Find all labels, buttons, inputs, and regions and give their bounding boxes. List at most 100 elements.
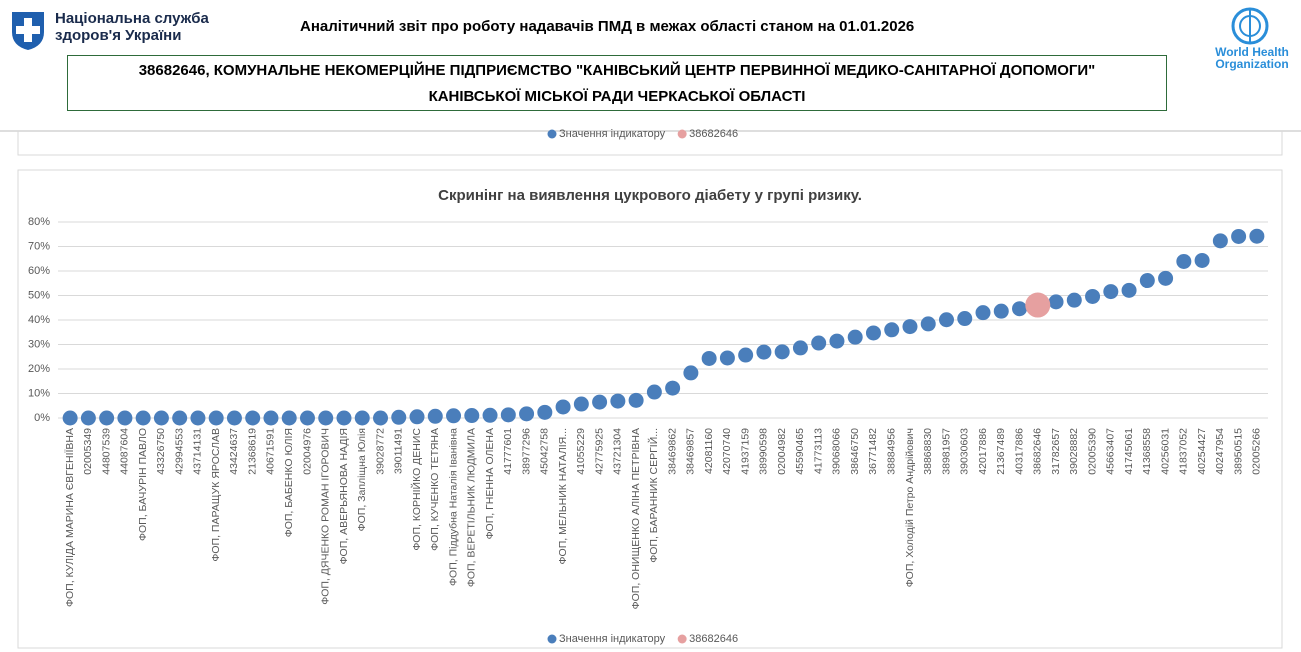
x-tick-label: ФОП, КУЧЕНКО ТЕТЯНА [429, 428, 441, 551]
who-line: World Health [1215, 45, 1289, 59]
point [756, 344, 772, 360]
point [902, 319, 918, 335]
x-tick-label: ФОП, КУЛІДА МАРИНА ЄВГЕНІЇВНА [64, 428, 76, 607]
x-tick-label: 02004976 [301, 428, 313, 475]
legend-marker [677, 634, 687, 644]
x-tick-label: 42775925 [593, 428, 605, 475]
point [865, 325, 881, 341]
x-tick-label: ФОП, АВЕРЬЯНОВА НАДІЯ [338, 428, 350, 564]
org-name-line: Національна служба [55, 10, 209, 27]
x-tick-label: 39028882 [1068, 428, 1080, 475]
y-tick-label: 80% [28, 216, 50, 228]
legend-label: 38682646 [689, 633, 738, 645]
y-tick-label: 20% [28, 363, 50, 375]
point [299, 410, 315, 426]
y-tick-label: 50% [28, 289, 50, 301]
x-tick-label: 02005390 [1086, 428, 1098, 475]
point [80, 410, 96, 426]
x-tick-label: 39068066 [831, 428, 843, 475]
point [1025, 292, 1051, 318]
legend-marker [547, 129, 557, 139]
legend-marker [547, 634, 557, 644]
point [957, 311, 973, 327]
x-tick-label: 45042758 [539, 428, 551, 475]
x-tick-label: 41773113 [812, 428, 824, 474]
x-tick-label: 43721304 [612, 428, 624, 475]
point [245, 410, 261, 426]
point [1121, 282, 1137, 298]
org-name-line: здоров'я України [55, 27, 182, 44]
x-tick-label: 39011491 [393, 428, 405, 474]
point [373, 410, 389, 426]
prev-panel [17, 131, 1283, 156]
point [628, 392, 644, 408]
point [774, 344, 790, 360]
point [719, 350, 735, 366]
point [975, 305, 991, 321]
x-tick-label: 41055229 [575, 428, 587, 475]
point [537, 404, 553, 420]
x-tick-label: 21367489 [995, 428, 1007, 475]
x-tick-label: 39030603 [959, 428, 971, 475]
point [1158, 270, 1174, 286]
point [738, 347, 754, 363]
who-emblem [1231, 7, 1269, 45]
x-tick-label: 38977296 [520, 428, 532, 475]
point [281, 410, 297, 426]
point [1066, 292, 1082, 308]
x-tick-label: ФОП, БАБЕНКО ЮЛІЯ [283, 428, 295, 537]
legend-marker [677, 129, 687, 139]
y-tick-label: 30% [28, 338, 50, 350]
x-tick-label: 43714131 [192, 428, 204, 475]
point [938, 312, 954, 328]
x-tick-label: ФОП, Холодій Петро Андрійович [904, 428, 916, 587]
point [1249, 228, 1265, 244]
y-tick-label: 60% [28, 265, 50, 277]
chart-panel [17, 169, 1283, 649]
point [646, 384, 662, 400]
org-name: Національна служба здоров'я України [55, 10, 209, 44]
x-tick-label: 41837052 [1178, 428, 1190, 475]
x-tick-label: 42070740 [721, 428, 733, 475]
x-tick-label: 42017886 [977, 428, 989, 475]
x-tick-label: 38884956 [886, 428, 898, 475]
point [1048, 294, 1064, 310]
x-tick-label: 42994553 [173, 428, 185, 475]
legend-label: Значення індикатору [559, 128, 666, 140]
point [336, 410, 352, 426]
nszu-logo [12, 12, 44, 50]
x-tick-label: 02004982 [776, 428, 788, 475]
point [226, 410, 242, 426]
point [1231, 228, 1247, 244]
y-tick-label: 70% [28, 240, 50, 252]
x-tick-label: ФОП, БАРАННИК СЕРГІЙ... [647, 428, 660, 563]
point [1103, 284, 1119, 300]
x-tick-label: ФОП, КОРНІЙКО ДЕНИС [410, 428, 423, 551]
x-tick-label: ФОП, МЕЛЬНИК НАТАЛІЯ... [557, 428, 569, 564]
point [829, 333, 845, 349]
x-tick-label: 43424637 [228, 428, 240, 475]
point [427, 408, 443, 424]
point [1212, 233, 1228, 249]
report-title: Аналітичний звіт про роботу надавачів ПМ… [300, 18, 915, 35]
x-tick-label: ФОП, БАЧУРІН ПАВЛО [137, 428, 149, 541]
x-tick-label: ФОП, Піддубна Наталія Іванівна [447, 428, 459, 586]
x-tick-label: 41368558 [1141, 428, 1153, 475]
point [555, 399, 571, 415]
point [1139, 273, 1155, 289]
x-tick-label: 40671591 [265, 428, 277, 475]
x-tick-label: 38682646 [1032, 428, 1044, 475]
x-tick-label: 41937159 [739, 428, 751, 475]
x-tick-label: 40247954 [1214, 428, 1226, 475]
x-tick-label: 31782657 [1050, 428, 1062, 475]
point [354, 410, 370, 426]
point [884, 322, 900, 338]
x-tick-label: 41745061 [1123, 428, 1135, 475]
y-tick-label: 10% [28, 387, 50, 399]
chart-title: Скринінг на виявлення цукрового діабету … [438, 187, 862, 204]
point [208, 410, 224, 426]
point [190, 410, 206, 426]
y-tick-label: 40% [28, 314, 50, 326]
